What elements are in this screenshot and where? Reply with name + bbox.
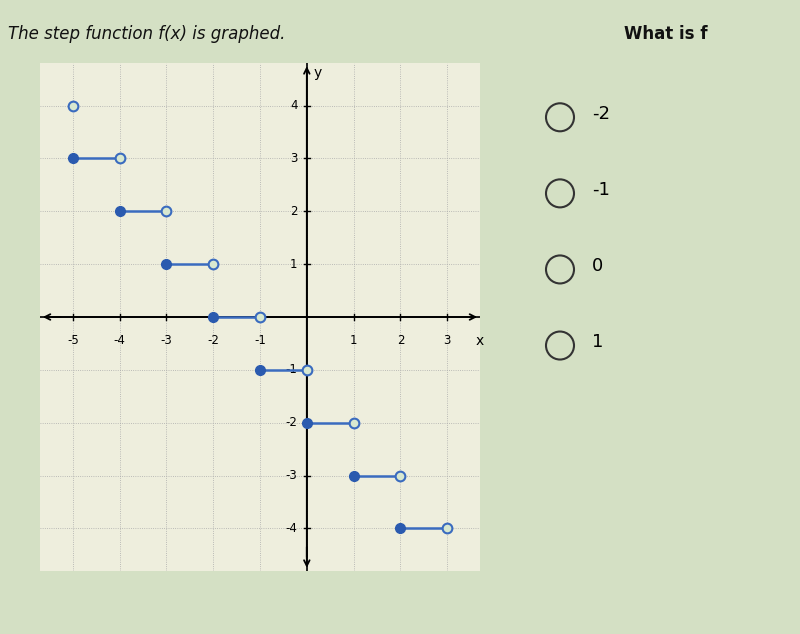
Text: 0: 0 xyxy=(592,257,603,275)
Text: 2: 2 xyxy=(290,205,298,218)
Text: 4: 4 xyxy=(290,99,298,112)
Text: 1: 1 xyxy=(290,257,298,271)
Text: 3: 3 xyxy=(443,334,451,347)
Text: -1: -1 xyxy=(286,363,298,377)
Text: 1: 1 xyxy=(592,333,603,351)
Text: -2: -2 xyxy=(286,416,298,429)
Text: -4: -4 xyxy=(114,334,126,347)
Text: x: x xyxy=(475,334,483,348)
Text: 3: 3 xyxy=(290,152,298,165)
Text: The step function f(x) is graphed.: The step function f(x) is graphed. xyxy=(8,25,286,43)
Text: 1: 1 xyxy=(350,334,358,347)
Text: -1: -1 xyxy=(254,334,266,347)
Text: What is f: What is f xyxy=(624,25,707,43)
Text: -4: -4 xyxy=(286,522,298,535)
Text: -2: -2 xyxy=(592,105,610,123)
Text: -1: -1 xyxy=(592,181,610,199)
Text: -2: -2 xyxy=(207,334,219,347)
Text: -3: -3 xyxy=(161,334,172,347)
Text: 2: 2 xyxy=(397,334,404,347)
Text: -5: -5 xyxy=(67,334,78,347)
Text: -3: -3 xyxy=(286,469,298,482)
Text: y: y xyxy=(314,66,322,80)
